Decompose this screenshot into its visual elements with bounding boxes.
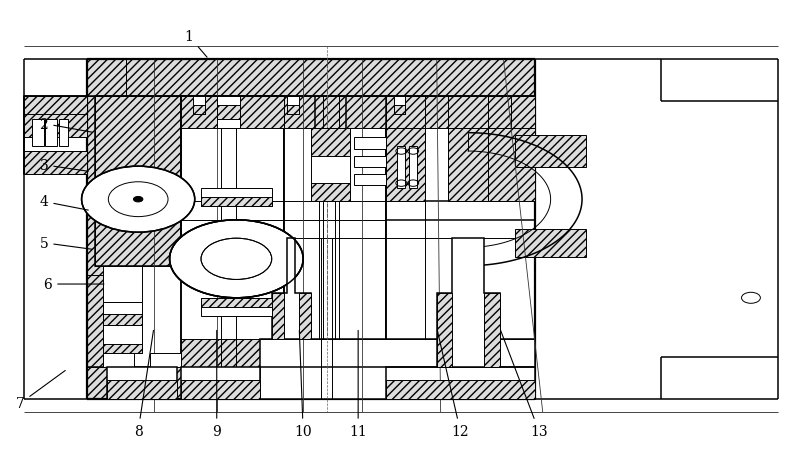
Bar <box>283 339 386 367</box>
Bar <box>170 220 303 298</box>
Bar <box>386 97 535 129</box>
Bar <box>287 106 299 115</box>
Circle shape <box>134 197 143 202</box>
Bar <box>386 381 535 399</box>
Text: 4: 4 <box>39 195 88 211</box>
Bar <box>32 120 44 147</box>
Bar <box>311 129 350 156</box>
Bar <box>181 367 260 399</box>
Bar <box>24 152 87 174</box>
Bar <box>103 325 142 353</box>
Text: 1: 1 <box>185 30 207 58</box>
Bar <box>87 367 535 399</box>
Circle shape <box>170 220 303 298</box>
Bar <box>95 97 181 266</box>
Text: 8: 8 <box>134 330 153 438</box>
Text: 10: 10 <box>294 330 312 438</box>
Bar <box>95 97 181 266</box>
Text: 3: 3 <box>39 158 88 173</box>
Bar <box>24 97 87 138</box>
Bar <box>394 97 405 115</box>
Bar <box>193 106 205 115</box>
Bar <box>216 106 240 120</box>
Bar <box>87 60 535 97</box>
Text: 7: 7 <box>16 371 65 410</box>
Bar <box>59 120 68 147</box>
Polygon shape <box>272 239 311 339</box>
Bar <box>272 294 283 339</box>
Bar <box>386 97 535 367</box>
Bar <box>260 339 535 399</box>
Bar <box>201 298 272 307</box>
Bar <box>107 367 177 399</box>
Bar <box>181 339 283 367</box>
Circle shape <box>201 239 272 280</box>
Bar <box>103 314 142 325</box>
Bar <box>311 184 350 202</box>
Bar <box>397 147 405 188</box>
Circle shape <box>109 182 168 217</box>
Bar <box>216 97 240 129</box>
Bar <box>103 344 142 353</box>
Bar <box>103 353 135 367</box>
Bar <box>354 138 386 150</box>
Bar <box>181 97 283 129</box>
Bar <box>201 298 272 316</box>
Bar <box>46 120 57 147</box>
Bar <box>449 129 488 202</box>
Bar <box>87 97 127 207</box>
Bar <box>283 97 386 367</box>
Bar <box>409 147 417 188</box>
Bar <box>283 97 386 129</box>
Bar <box>201 188 272 207</box>
Text: 6: 6 <box>43 277 104 291</box>
Bar <box>515 230 586 257</box>
Bar <box>386 339 535 367</box>
Bar <box>24 97 87 174</box>
Bar <box>103 266 142 303</box>
Circle shape <box>82 167 194 233</box>
Bar <box>437 294 453 367</box>
Bar <box>311 129 350 202</box>
Text: 2: 2 <box>39 117 92 133</box>
Bar <box>394 106 405 115</box>
Bar <box>488 129 535 202</box>
Bar <box>484 294 500 367</box>
Bar <box>354 174 386 186</box>
Bar <box>87 275 127 367</box>
Bar <box>201 197 272 207</box>
Bar <box>82 167 194 233</box>
Bar <box>87 60 127 399</box>
Text: 11: 11 <box>349 330 367 438</box>
Bar <box>386 129 425 202</box>
Bar <box>181 381 260 399</box>
Bar <box>354 156 386 168</box>
Bar <box>515 136 586 168</box>
Polygon shape <box>437 239 500 367</box>
Text: 5: 5 <box>39 236 92 250</box>
Text: 13: 13 <box>501 330 548 438</box>
Bar <box>386 367 535 399</box>
Bar <box>193 97 205 115</box>
Bar <box>299 294 311 339</box>
Bar <box>107 381 177 399</box>
Bar <box>287 97 299 115</box>
Bar <box>150 353 181 367</box>
Bar <box>181 97 283 367</box>
Bar <box>103 303 142 325</box>
Text: 12: 12 <box>438 330 469 438</box>
Text: 9: 9 <box>212 330 221 438</box>
